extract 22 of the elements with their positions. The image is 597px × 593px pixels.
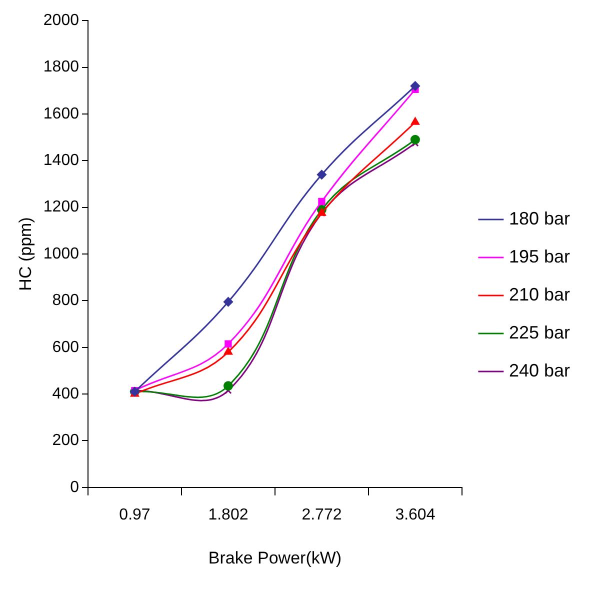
x-axis-title: Brake Power(kW)	[208, 548, 342, 568]
y-tick-label: 0	[70, 478, 80, 496]
x-tick-label: 0.97	[119, 506, 150, 524]
y-tick-label: 2000	[43, 12, 80, 30]
y-tick-label: 600	[52, 338, 80, 356]
y-tick-label: 800	[52, 292, 80, 310]
y-axis-title: HC (ppm)	[16, 217, 35, 291]
legend-label: 180 bar	[508, 208, 570, 228]
y-tick-label: 1000	[43, 245, 80, 262]
x-tick-label: 1.802	[208, 506, 248, 524]
y-tick-label: 1600	[43, 105, 80, 122]
x-tick-label: 2.772	[302, 506, 342, 524]
y-tick-label: 200	[52, 432, 80, 450]
x-tick-label: 3.604	[395, 506, 436, 524]
legend-label: 225 bar	[508, 322, 570, 342]
y-tick-label: 400	[52, 385, 80, 402]
y-tick-label: 1400	[43, 152, 80, 170]
legend-label: 195 bar	[508, 246, 570, 266]
y-tick-label: 1200	[43, 198, 80, 216]
y-tick-label: 1800	[43, 58, 80, 76]
legend-label: 240 bar	[508, 360, 570, 380]
legend-label: 210 bar	[508, 284, 570, 304]
